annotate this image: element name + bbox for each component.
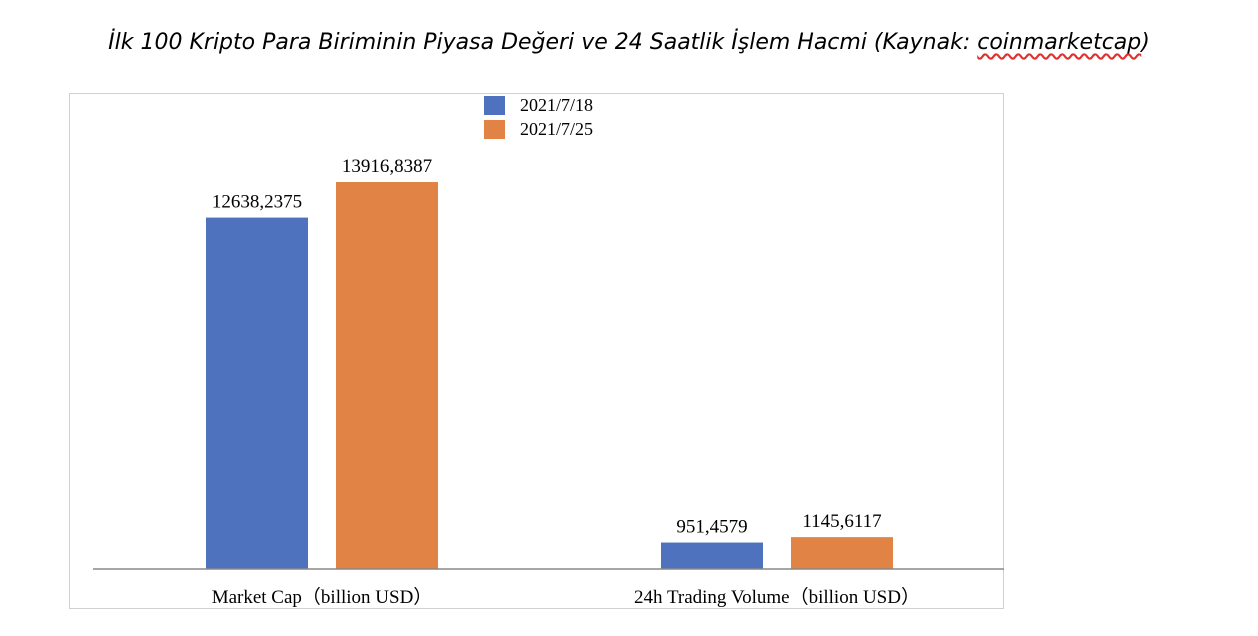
title-source: coinmarketcap: [977, 30, 1142, 55]
bars: 12638,2375 951,4579 13916,8387 1145,6117: [206, 156, 893, 570]
bar-2-1: [336, 182, 438, 569]
data-label-1-1: 12638,2375: [212, 192, 302, 213]
legend-label-2: 2021/7/25: [520, 119, 593, 139]
chart-title: İlk 100 Kripto Para Biriminin Piyasa Değ…: [0, 30, 1258, 55]
legend: 2021/7/18 2021/7/25: [484, 95, 593, 139]
legend-swatch-1: [484, 96, 505, 115]
legend-label-1: 2021/7/18: [520, 95, 593, 115]
data-label-1-2: 951,4579: [676, 517, 747, 538]
title-main: İlk 100 Kripto Para Biriminin Piyasa Değ…: [108, 30, 978, 55]
chart-frame: [69, 93, 1004, 609]
x-axis-labels: Market Cap（billion USD） 24h Trading Volum…: [212, 586, 920, 608]
bar-1-2: [661, 542, 763, 569]
title-end: ): [1141, 30, 1150, 55]
bar-1-1: [206, 217, 308, 570]
x-tick-label-2: 24h Trading Volume（billion USD）: [634, 586, 920, 608]
data-label-2-2: 1145,6117: [802, 511, 881, 532]
bar-2-2: [791, 537, 893, 569]
x-tick-label-1: Market Cap（billion USD）: [212, 586, 433, 608]
data-label-2-1: 13916,8387: [342, 156, 432, 177]
legend-swatch-2: [484, 120, 505, 139]
